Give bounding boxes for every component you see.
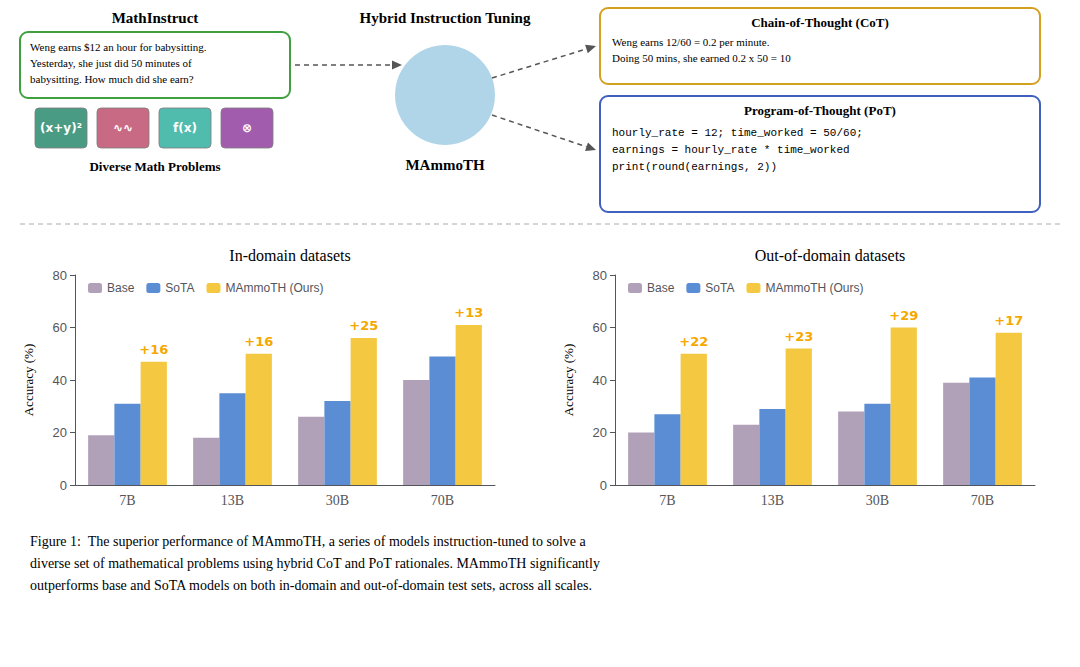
- svg-text:80: 80: [53, 268, 67, 283]
- svg-text:13B: 13B: [221, 493, 244, 508]
- svg-text:Chain-of-Thought (CoT): Chain-of-Thought (CoT): [751, 15, 889, 30]
- svg-text:+25: +25: [349, 318, 378, 333]
- svg-text:Base: Base: [107, 281, 135, 295]
- svg-text:diverse set of mathematical pr: diverse set of mathematical problems usi…: [30, 556, 600, 571]
- svg-text:MAmmoTH (Ours): MAmmoTH (Ours): [225, 281, 323, 295]
- svg-text:60: 60: [593, 320, 607, 335]
- svg-text:MathInstruct: MathInstruct: [112, 10, 199, 26]
- svg-text:70B: 70B: [971, 493, 994, 508]
- svg-text:earnings = hourly_rate * time_: earnings = hourly_rate * time_worked: [612, 144, 850, 156]
- svg-text:60: 60: [53, 320, 67, 335]
- svg-text:40: 40: [53, 373, 67, 388]
- svg-text:⊗: ⊗: [242, 121, 252, 135]
- svg-text:outperforms base and SoTA mode: outperforms base and SoTA models on both…: [30, 578, 592, 593]
- svg-text:∿∿: ∿∿: [113, 121, 133, 135]
- svg-text:Weng earns $12 an hour for bab: Weng earns $12 an hour for babysitting.: [30, 41, 207, 53]
- svg-text:MAmmoTH: MAmmoTH: [405, 157, 484, 173]
- svg-text:Doing 50 mins, she earned 0.2: Doing 50 mins, she earned 0.2 x 50 = 10: [612, 52, 791, 64]
- svg-text:(x+y)²: (x+y)²: [40, 121, 82, 135]
- svg-text:Accuracy (%): Accuracy (%): [21, 344, 36, 417]
- svg-text:+29: +29: [889, 308, 918, 323]
- svg-text:babysitting. How much did she: babysitting. How much did she earn?: [30, 73, 194, 85]
- svg-text:+17: +17: [994, 313, 1023, 328]
- svg-text:20: 20: [53, 425, 67, 440]
- svg-text:80: 80: [593, 268, 607, 283]
- svg-text:30B: 30B: [866, 493, 889, 508]
- svg-text:Diverse Math Problems: Diverse Math Problems: [89, 159, 220, 174]
- svg-text:+23: +23: [784, 329, 813, 344]
- svg-text:Yesterday, she just did 50 min: Yesterday, she just did 50 minutes of: [30, 57, 192, 69]
- svg-text:0: 0: [60, 478, 67, 493]
- svg-text:Base: Base: [647, 281, 675, 295]
- svg-text:SoTA: SoTA: [165, 281, 194, 295]
- svg-text:SoTA: SoTA: [705, 281, 734, 295]
- svg-text:20: 20: [593, 425, 607, 440]
- svg-text:Weng earns 12/60 = 0.2 per min: Weng earns 12/60 = 0.2 per minute.: [612, 36, 770, 48]
- svg-text:+13: +13: [454, 305, 483, 320]
- svg-text:0: 0: [600, 478, 607, 493]
- svg-text:70B: 70B: [431, 493, 454, 508]
- svg-text:MAmmoTH (Ours): MAmmoTH (Ours): [765, 281, 863, 295]
- svg-text:Hybrid Instruction Tuning: Hybrid Instruction Tuning: [360, 10, 531, 26]
- svg-text:Figure 1: The superior perfor: Figure 1: The superior performance of MA…: [30, 534, 587, 549]
- svg-text:Program-of-Thought (PoT): Program-of-Thought (PoT): [744, 103, 896, 118]
- svg-text:f(x): f(x): [173, 121, 197, 135]
- svg-text:+16: +16: [244, 334, 273, 349]
- svg-text:In-domain datasets: In-domain datasets: [229, 247, 350, 264]
- svg-text:hourly_rate = 12; time_worked: hourly_rate = 12; time_worked = 50/60;: [612, 127, 863, 139]
- svg-text:40: 40: [593, 373, 607, 388]
- svg-text:+16: +16: [139, 342, 168, 357]
- svg-text:13B: 13B: [761, 493, 784, 508]
- svg-text:Out-of-domain datasets: Out-of-domain datasets: [755, 247, 906, 264]
- svg-text:Accuracy (%): Accuracy (%): [561, 344, 576, 417]
- svg-text:30B: 30B: [326, 493, 349, 508]
- svg-text:7B: 7B: [119, 493, 135, 508]
- svg-text:+22: +22: [679, 334, 708, 349]
- svg-text:print(round(earnings, 2)): print(round(earnings, 2)): [612, 161, 777, 173]
- svg-text:7B: 7B: [659, 493, 675, 508]
